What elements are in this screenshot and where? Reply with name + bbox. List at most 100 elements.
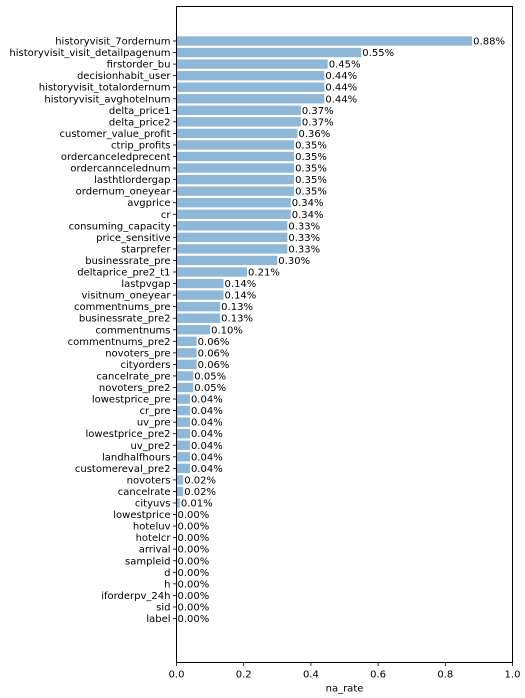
bar-value-label: 0.33%	[288, 233, 320, 244]
y-tick-label: starprefer	[121, 244, 171, 255]
bar-value-label: 0.04%	[191, 429, 223, 440]
bar-value-label: 0.13%	[221, 302, 253, 313]
bar-value-label: 0.04%	[191, 441, 223, 452]
bar-value-label: 0.04%	[191, 418, 223, 429]
y-tick-label: uv_pre	[137, 418, 171, 429]
y-tick-label: delta_price2	[109, 117, 171, 128]
bar	[176, 278, 224, 289]
y-tick-label: ordercanceledprecent	[61, 152, 171, 163]
y-tick-label: decisionhabit_user	[77, 71, 171, 82]
y-tick-label: lastpvgap	[121, 279, 170, 290]
bar-value-label: 0.04%	[191, 464, 223, 475]
bar-value-label: 0.37%	[302, 117, 334, 128]
y-tick-label: landhalfhours	[102, 452, 170, 463]
bar	[176, 105, 301, 115]
bar-value-label: 0.02%	[184, 487, 216, 498]
bar	[176, 452, 190, 462]
bar	[176, 405, 190, 416]
bar-value-label: 0.10%	[211, 325, 243, 336]
y-tick-label: deltaprice_pre2_t1	[77, 268, 170, 279]
bar-value-label: 0.05%	[194, 371, 226, 382]
y-tick-label: lowestprice_pre	[92, 395, 171, 406]
bar-value-label: 0.21%	[248, 268, 280, 279]
bar	[176, 255, 278, 266]
x-tick-label: 0.2	[236, 670, 252, 681]
bar-value-label: 0.55%	[362, 48, 394, 59]
bar	[176, 359, 197, 370]
y-tick-label: iforderpv_24h	[101, 591, 170, 602]
y-tick-label: cr	[161, 210, 171, 221]
bar-value-label: 0.30%	[278, 256, 310, 267]
x-axis-ticks: 0.0 0.2 0.4 0.6 0.8 1.0	[169, 662, 521, 681]
bar-value-label: 0.34%	[292, 198, 324, 209]
y-tick-label: firstorder_bu	[107, 60, 171, 71]
bar-value-label: 0.00%	[178, 579, 210, 590]
y-tick-label: customereval_pre2	[75, 464, 171, 475]
bar	[176, 486, 184, 497]
data-labels-group: 0.88%0.55%0.45%0.44%0.44%0.44%0.37%0.37%…	[178, 37, 505, 626]
y-tick-label: ordernum_oneyear	[76, 187, 172, 198]
x-tick-label: 0.0	[169, 670, 185, 681]
bar-value-label: 0.00%	[178, 602, 210, 613]
bar-value-label: 0.00%	[178, 568, 210, 579]
bar	[176, 36, 473, 46]
x-tick-label: 1.0	[505, 670, 521, 681]
y-axis-ticks: historyvisit_7ordernumhistoryvisit_visit…	[9, 37, 177, 625]
bar-value-label: 0.35%	[295, 140, 327, 151]
bar	[176, 221, 288, 231]
y-tick-label: arrival	[139, 545, 171, 556]
bar	[176, 371, 194, 381]
y-tick-label: historyvisit_avghotelnum	[44, 94, 170, 105]
bar-value-label: 0.36%	[298, 129, 330, 140]
bar-value-label: 0.35%	[295, 152, 327, 163]
bar	[176, 440, 190, 450]
bar	[176, 336, 197, 346]
bar-value-label: 0.44%	[325, 94, 357, 105]
bar	[176, 301, 221, 312]
bar	[176, 382, 194, 393]
y-tick-label: historyvisit_visit_detailpagenum	[9, 48, 170, 59]
x-tick-label: 0.6	[370, 670, 386, 681]
y-tick-label: avgprice	[127, 198, 170, 209]
y-tick-label: novoters	[127, 475, 171, 486]
bar	[176, 198, 291, 208]
y-tick-label: historyvisit_7ordernum	[55, 37, 170, 48]
bar-value-label: 0.33%	[288, 244, 320, 255]
y-tick-label: hoteluv	[133, 522, 171, 533]
y-tick-label: consuming_capacity	[69, 221, 171, 232]
bar	[176, 244, 288, 254]
y-tick-label: ordercanncelednum	[70, 164, 170, 175]
y-tick-label: delta_price1	[109, 106, 171, 117]
bar-value-label: 0.44%	[325, 71, 357, 82]
y-tick-label: ctrip_profits	[111, 140, 170, 151]
y-tick-label: uv_pre2	[130, 441, 170, 452]
y-tick-label: novoters_pre	[105, 348, 170, 359]
y-tick-label: lowestprice_pre2	[86, 429, 171, 440]
bar-value-label: 0.00%	[178, 591, 210, 602]
bar-value-label: 0.02%	[184, 475, 216, 486]
y-tick-label: commentnums	[95, 325, 170, 336]
y-tick-label: customer_value_profit	[60, 129, 171, 140]
bar-value-label: 0.33%	[288, 221, 320, 232]
bar-value-label: 0.06%	[198, 337, 230, 348]
bar	[176, 82, 325, 92]
bar-value-label: 0.35%	[295, 164, 327, 175]
bar-value-label: 0.00%	[178, 614, 210, 625]
bar-value-label: 0.06%	[198, 348, 230, 359]
bar-value-label: 0.00%	[178, 545, 210, 556]
bars-group	[176, 36, 473, 508]
bar	[176, 174, 295, 185]
y-tick-label: hotelcr	[136, 533, 172, 544]
bar-value-label: 0.04%	[191, 452, 223, 463]
bar	[176, 429, 190, 439]
y-tick-label: cityuvs	[135, 499, 171, 510]
x-tick-label: 0.8	[437, 670, 453, 681]
bar	[176, 186, 295, 196]
bar	[176, 348, 197, 358]
y-tick-label: cancelrate	[118, 487, 171, 498]
bar-value-label: 0.44%	[325, 83, 357, 94]
y-tick-label: lowestprice	[113, 510, 170, 521]
bar-value-label: 0.00%	[178, 522, 210, 533]
bar-value-label: 0.35%	[295, 187, 327, 198]
bar	[176, 475, 184, 485]
